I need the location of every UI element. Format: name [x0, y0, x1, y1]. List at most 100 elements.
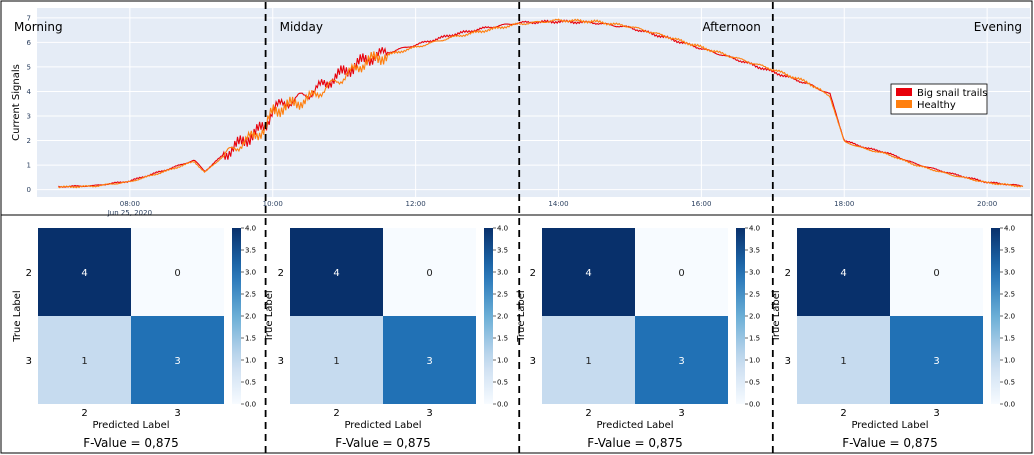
matrix-cell — [290, 316, 383, 404]
x-tick-label: 14:00 — [548, 200, 568, 208]
colorbar-tick-label: 2.5 — [497, 291, 508, 299]
x-tick-label: 20:00 — [977, 200, 997, 208]
colorbar-tick-label: 1.0 — [497, 357, 508, 365]
colorbar-tick-label: 0.0 — [497, 401, 508, 409]
matrix-cell-value: 1 — [81, 356, 87, 367]
y-axis-label: True Label — [771, 290, 782, 342]
matrix-cell-value: 3 — [933, 356, 939, 367]
colorbar — [991, 228, 1000, 404]
colorbar-tick-label: 4.0 — [497, 225, 508, 233]
row-tick-label: 3 — [26, 356, 32, 367]
colorbar-tick-label: 3.5 — [245, 247, 256, 255]
confusion-matrix-1: 4 0 1 3 2 3 2 3 Predicted Label True Label F-Value… — [12, 225, 256, 451]
legend-swatch — [896, 100, 912, 108]
matrix-cell — [635, 228, 728, 316]
matrix-cell-value: 3 — [174, 356, 180, 367]
matrix-cell-value: 0 — [174, 268, 180, 279]
matrix-cell — [383, 316, 476, 404]
x-axis-label: Predicted Label — [851, 420, 928, 431]
col-tick-label: 2 — [585, 408, 591, 419]
row-tick-label: 3 — [278, 356, 284, 367]
f-value-caption: F-Value = 0,875 — [335, 436, 431, 450]
colorbar-tick-label: 3.5 — [1004, 247, 1015, 255]
x-tick-sublabel: Jun 25, 2020 — [107, 209, 152, 217]
confusion-matrix-3: 4 0 1 3 2 3 2 3 Predicted Label True Label F-Value… — [516, 225, 760, 451]
y-tick-label: 0 — [27, 186, 31, 194]
colorbar-tick-label: 3.5 — [749, 247, 760, 255]
colorbar-tick-label: 1.5 — [1004, 335, 1015, 343]
row-tick-label: 2 — [278, 268, 284, 279]
x-tick-label: 12:00 — [406, 200, 426, 208]
colorbar-tick-label: 0.0 — [749, 401, 760, 409]
colorbar-tick-label: 1.0 — [749, 357, 760, 365]
series-line-healthy — [58, 18, 1024, 189]
row-tick-label: 2 — [530, 268, 536, 279]
colorbar-tick-label: 2.5 — [245, 291, 256, 299]
y-tick-label: 3 — [27, 113, 31, 121]
matrix-cell — [383, 228, 476, 316]
matrix-cell-value: 1 — [840, 356, 846, 367]
matrix-cell — [131, 228, 224, 316]
colorbar-tick-label: 0.5 — [749, 379, 760, 387]
legend-entry: Healthy — [917, 100, 956, 111]
colorbar-tick-label: 1.0 — [1004, 357, 1015, 365]
period-label-morning: Morning — [14, 20, 63, 34]
x-tick-label: 18:00 — [834, 200, 854, 208]
matrix-cell-value: 0 — [933, 268, 939, 279]
colorbar-tick-label: 3.0 — [1004, 269, 1015, 277]
matrix-cell-value: 1 — [585, 356, 591, 367]
y-tick-label: 1 — [27, 162, 31, 170]
x-tick-label: 16:00 — [691, 200, 711, 208]
confusion-matrix-4: 4 0 1 3 2 3 2 3 Predicted Label True Label F-Value… — [771, 225, 1015, 451]
matrix-cell-value: 4 — [585, 268, 591, 279]
colorbar-tick-label: 1.5 — [245, 335, 256, 343]
f-value-caption: F-Value = 0,875 — [83, 436, 179, 450]
colorbar — [484, 228, 493, 404]
colorbar-tick-label: 1.5 — [749, 335, 760, 343]
matrix-cell-value: 3 — [426, 356, 432, 367]
colorbar-tick-label: 2.0 — [245, 313, 256, 321]
colorbar — [736, 228, 745, 404]
y-tick-label: 6 — [27, 39, 32, 47]
plot-area — [37, 8, 1030, 197]
row-tick-label: 2 — [785, 268, 791, 279]
confusion-matrices: 4 0 1 3 2 3 2 3 Predicted Label True Label F-Value… — [12, 225, 1015, 451]
colorbar-tick-label: 2.0 — [749, 313, 760, 321]
row-tick-label: 3 — [530, 356, 536, 367]
x-tick-label: 08:00 — [120, 200, 140, 208]
colorbar-tick-label: 3.0 — [497, 269, 508, 277]
matrix-cell-value: 3 — [678, 356, 684, 367]
y-axis-label: True Label — [516, 290, 527, 342]
matrix-cell-value: 4 — [840, 268, 846, 279]
matrix-cell — [38, 316, 131, 404]
matrix-cell-value: 0 — [426, 268, 432, 279]
colorbar-tick-label: 4.0 — [749, 225, 760, 233]
x-axis-label: Predicted Label — [596, 420, 673, 431]
matrix-cell-value: 4 — [81, 268, 87, 279]
matrix-cell-value: 0 — [678, 268, 684, 279]
col-tick-label: 2 — [333, 408, 339, 419]
matrix-cell — [542, 228, 635, 316]
matrix-cell — [797, 316, 890, 404]
matrix-cell — [890, 228, 983, 316]
matrix-cell — [635, 316, 728, 404]
colorbar-tick-label: 2.0 — [1004, 313, 1015, 321]
matrix-cell — [290, 228, 383, 316]
y-tick-label: 5 — [27, 63, 31, 71]
colorbar-tick-label: 0.5 — [1004, 379, 1015, 387]
matrix-cell-value: 4 — [333, 268, 339, 279]
colorbar-tick-label: 4.0 — [245, 225, 256, 233]
col-tick-label: 2 — [81, 408, 87, 419]
y-axis-label: True Label — [12, 290, 23, 342]
colorbar-tick-label: 2.5 — [749, 291, 760, 299]
colorbar-tick-label: 1.0 — [245, 357, 256, 365]
matrix-cell — [131, 316, 224, 404]
row-tick-label: 2 — [26, 268, 32, 279]
col-tick-label: 3 — [678, 408, 684, 419]
colorbar-tick-label: 4.0 — [1004, 225, 1015, 233]
colorbar-tick-label: 0.5 — [497, 379, 508, 387]
matrix-cell — [38, 228, 131, 316]
matrix-cell — [890, 316, 983, 404]
